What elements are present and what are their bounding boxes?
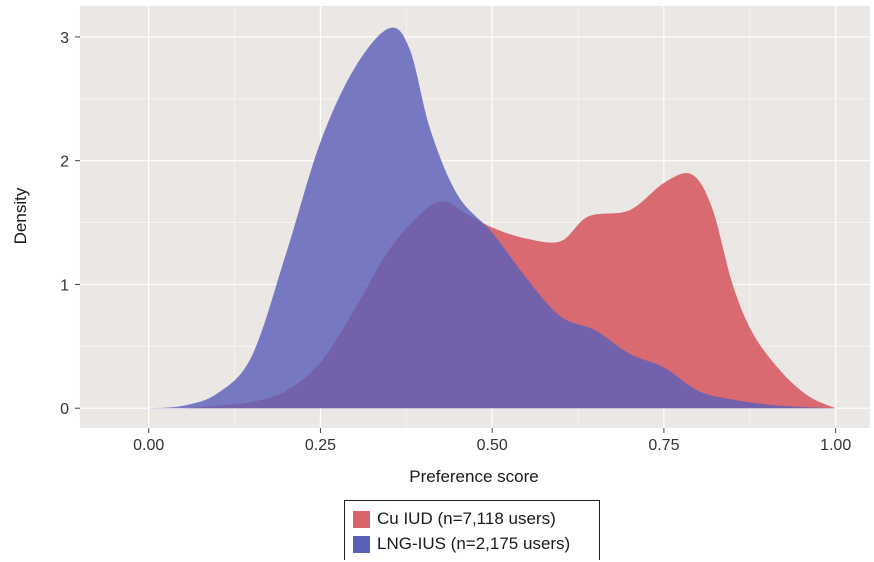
y-tick-label: 0	[60, 401, 69, 418]
y-tick-label: 2	[60, 154, 69, 171]
legend-item-cu-iud: Cu IUD (n=7,118 users)	[353, 507, 556, 531]
legend-label-lng-ius: LNG-IUS (n=2,175 users)	[377, 534, 571, 553]
x-tick-label: 0.75	[648, 437, 679, 454]
x-tick-label: 0.00	[133, 437, 164, 454]
x-tick-label: 1.00	[820, 437, 851, 454]
legend-swatch-lng-ius	[353, 535, 370, 553]
x-tick-label: 0.50	[477, 437, 508, 454]
legend: Cu IUD (n=7,118 users) LNG-IUS (n=2,175 …	[344, 500, 600, 560]
x-tick-label: 0.25	[305, 437, 336, 454]
y-axis-title: Density	[11, 187, 30, 244]
y-axis-ticks: 0 1 2 3	[60, 30, 80, 418]
y-tick-label: 1	[60, 277, 69, 294]
series-layer	[148, 27, 836, 409]
legend-item-lng-ius: LNG-IUS (n=2,175 users)	[353, 532, 570, 556]
y-tick-label: 3	[60, 30, 69, 47]
density-area-lng-ius	[148, 27, 836, 409]
legend-swatch-cu-iud	[353, 510, 370, 528]
x-axis-ticks: 0.00 0.25 0.50 0.75 1.00	[133, 428, 851, 454]
x-axis-title: Preference score	[409, 467, 538, 486]
legend-label-cu-iud: Cu IUD (n=7,118 users)	[377, 509, 556, 528]
